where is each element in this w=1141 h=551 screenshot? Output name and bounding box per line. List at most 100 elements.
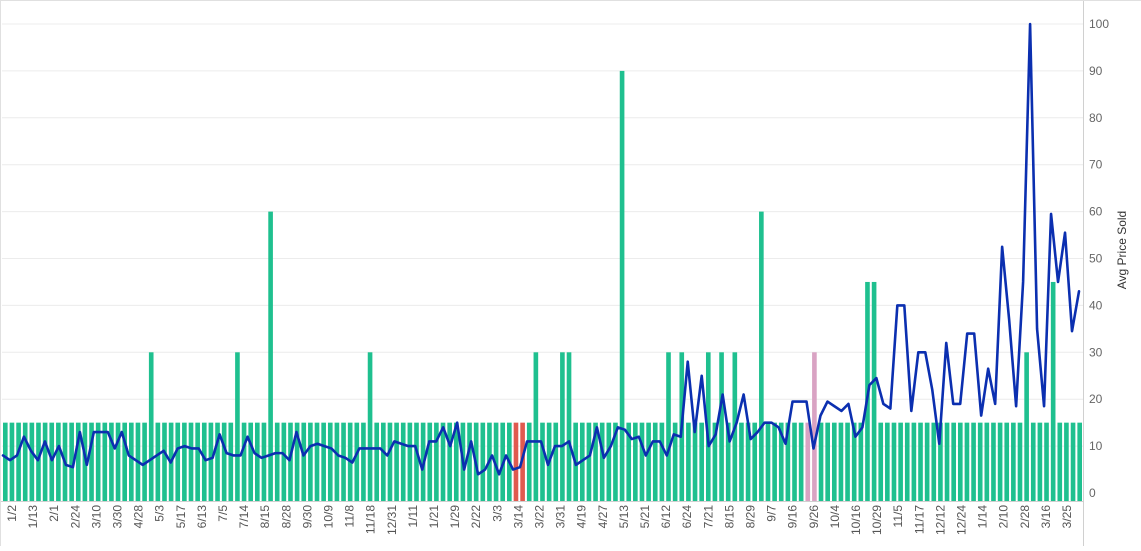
bar-10 [69, 422, 74, 501]
gridlines [2, 23, 1083, 447]
bar-136 [904, 422, 910, 501]
bar-113 [752, 422, 758, 501]
x-tick-label: 1/14 [976, 505, 990, 529]
bar-160 [1064, 422, 1069, 501]
bar-112 [745, 422, 751, 501]
bar-36 [241, 422, 247, 501]
bar-15 [102, 422, 108, 501]
bar-146 [971, 422, 976, 501]
bar-128 [851, 422, 857, 501]
bar-145 [964, 422, 970, 501]
bar-64 [427, 422, 433, 501]
x-tick-label: 4/19 [575, 505, 589, 529]
x-tick-label: 8/29 [744, 505, 758, 529]
bar-58 [387, 422, 393, 501]
bar-series [3, 70, 1082, 502]
bar-8 [56, 422, 61, 501]
bar-115 [765, 422, 771, 501]
bar-41 [274, 422, 280, 501]
bar-129 [858, 422, 864, 501]
bar-68 [453, 422, 459, 501]
bar-35 [235, 352, 240, 501]
bar-62 [414, 422, 419, 501]
bar-135 [898, 422, 903, 501]
y-tick-label-100: 100 [1089, 17, 1109, 31]
x-tick-label: 11/5 [891, 505, 905, 528]
y-tick-label-40: 40 [1089, 298, 1103, 312]
bar-149 [991, 422, 996, 501]
x-tick-label: 2/24 [68, 505, 82, 529]
bar-99 [659, 422, 665, 501]
bar-39 [261, 422, 267, 501]
bar-90 [599, 422, 605, 501]
x-tick-label: 3/30 [111, 505, 125, 529]
bar-47 [314, 422, 320, 501]
bar-126 [838, 422, 844, 501]
bar-51 [341, 422, 346, 501]
x-tick-label: 5/21 [638, 505, 652, 529]
x-tick-label: 8/15 [258, 505, 272, 529]
x-tick-label: 4/28 [132, 505, 146, 529]
bar-127 [845, 422, 850, 501]
bar-2 [16, 422, 21, 501]
bar-155 [1030, 422, 1036, 501]
bar-23 [155, 422, 161, 501]
y-tick-label-50: 50 [1089, 252, 1103, 266]
bar-117 [778, 422, 784, 501]
bar-134 [891, 422, 897, 501]
bar-26 [175, 422, 181, 501]
bar-83 [553, 422, 559, 501]
x-tick-label: 12/24 [955, 505, 969, 535]
bar-92 [613, 422, 618, 501]
bar-84 [560, 352, 565, 501]
bar-116 [772, 422, 777, 501]
x-tick-label: 6/24 [680, 505, 694, 529]
bar-119 [792, 422, 797, 501]
bar-57 [381, 422, 386, 501]
bar-151 [1004, 422, 1010, 501]
bar-5 [36, 422, 41, 501]
bar-32 [215, 422, 220, 501]
x-tick-label: 3/16 [1039, 505, 1053, 529]
x-tick-label: 10/16 [849, 505, 863, 535]
x-tick-label: 2/22 [469, 505, 483, 529]
x-tick-label: 9/7 [765, 505, 779, 522]
bar-124 [825, 422, 830, 501]
bar-158 [1050, 281, 1056, 501]
bar-154 [1024, 352, 1029, 501]
y-tick-label-90: 90 [1089, 64, 1103, 78]
x-tick-label: 12/12 [933, 505, 947, 535]
bar-43 [288, 422, 293, 501]
line-series [1, 22, 1081, 476]
y-tick-label-0: 0 [1089, 486, 1096, 500]
bar-118 [785, 422, 791, 501]
bar-153 [1017, 422, 1023, 501]
y-tick-label-30: 30 [1089, 345, 1103, 359]
bar-49 [327, 422, 333, 501]
bar-50 [334, 422, 340, 501]
bar-40 [268, 211, 273, 501]
bar-95 [633, 422, 638, 501]
x-tick-label: 1/21 [427, 505, 441, 529]
x-tick-label: 3/14 [511, 505, 525, 529]
bar-150 [997, 422, 1003, 501]
bar-107 [712, 422, 718, 501]
bar-93 [619, 70, 625, 502]
bar-101 [672, 422, 678, 501]
x-tick-label: 10/9 [322, 505, 336, 529]
bar-7 [49, 422, 55, 501]
x-tick-label: 3/31 [554, 505, 568, 529]
x-tick-label: 9/30 [300, 505, 314, 529]
bar-21 [142, 422, 147, 501]
avg-price-line [1, 22, 1081, 476]
y-axis-title: Avg Price Sold [1115, 211, 1129, 290]
bar-152 [1011, 422, 1016, 501]
bar-109 [725, 422, 731, 501]
bar-42 [281, 422, 287, 501]
bar-13 [89, 422, 94, 501]
x-tick-label: 1/2 [5, 505, 19, 522]
y-tick-label-60: 60 [1089, 205, 1103, 219]
x-tick-label: 3/22 [533, 505, 547, 529]
bar-162 [1077, 422, 1082, 501]
